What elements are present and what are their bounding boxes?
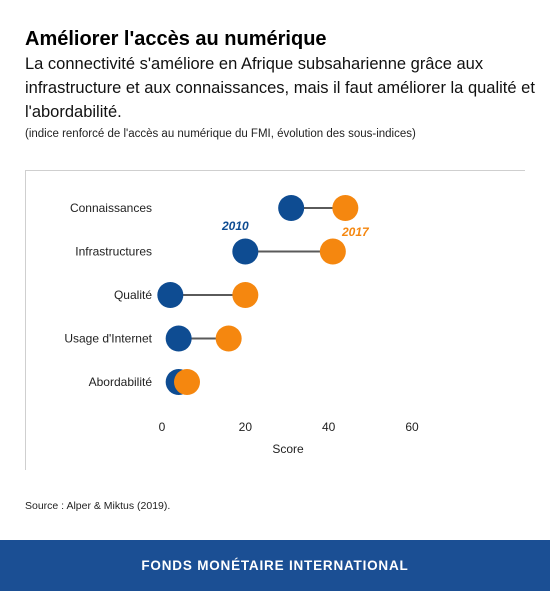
source-note: Source : Alper & Miktus (2019). xyxy=(25,500,171,512)
category-label: Usage d'Internet xyxy=(64,332,152,346)
chart-frame-left xyxy=(25,170,26,470)
chart-subtitle: La connectivité s'améliore en Afrique su… xyxy=(25,55,535,121)
footer-org-name: FONDS MONÉTAIRE INTERNATIONAL xyxy=(141,558,409,573)
x-tick-label: 60 xyxy=(405,420,419,434)
chart-title: Améliorer l'accès au numérique xyxy=(25,28,327,50)
chart-note: (indice renforcé de l'accès au numérique… xyxy=(25,128,416,140)
dumbbell-chart: Connaissances Infrastructures Qualité Usage… xyxy=(64,195,419,456)
category-label: Infrastructures xyxy=(75,245,152,259)
category-labels-layer: Connaissances Infrastructures Qualité Usage… xyxy=(64,201,152,389)
dots-layer xyxy=(157,195,359,395)
x-ticks-layer: 0 20 40 60 xyxy=(159,420,419,434)
data-point-2017 xyxy=(174,369,200,395)
data-point-2017 xyxy=(232,282,259,308)
category-label: Connaissances xyxy=(70,201,152,215)
chart-frame-top xyxy=(25,170,525,171)
x-tick-label: 20 xyxy=(239,420,253,434)
x-tick-label: 40 xyxy=(322,420,336,434)
category-label: Qualité xyxy=(114,288,152,302)
category-label: Abordabilité xyxy=(89,375,153,389)
x-tick-label: 0 xyxy=(159,420,166,434)
footer-banner: FONDS MONÉTAIRE INTERNATIONAL xyxy=(0,540,550,591)
data-point-2010 xyxy=(157,282,184,308)
data-point-2017 xyxy=(215,325,242,352)
data-point-2010 xyxy=(165,325,192,352)
data-point-2017 xyxy=(319,238,346,265)
data-point-2017 xyxy=(332,195,359,221)
legend-label-2010: 2010 xyxy=(221,219,249,233)
data-point-2010 xyxy=(232,238,259,265)
x-axis-title: Score xyxy=(272,442,304,456)
data-point-2010 xyxy=(278,195,305,221)
legend-label-2017: 2017 xyxy=(341,225,370,239)
